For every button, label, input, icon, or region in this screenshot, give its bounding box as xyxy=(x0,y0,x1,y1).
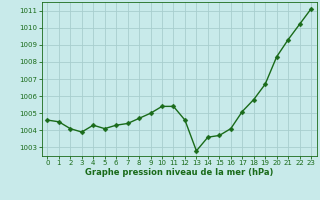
X-axis label: Graphe pression niveau de la mer (hPa): Graphe pression niveau de la mer (hPa) xyxy=(85,168,273,177)
